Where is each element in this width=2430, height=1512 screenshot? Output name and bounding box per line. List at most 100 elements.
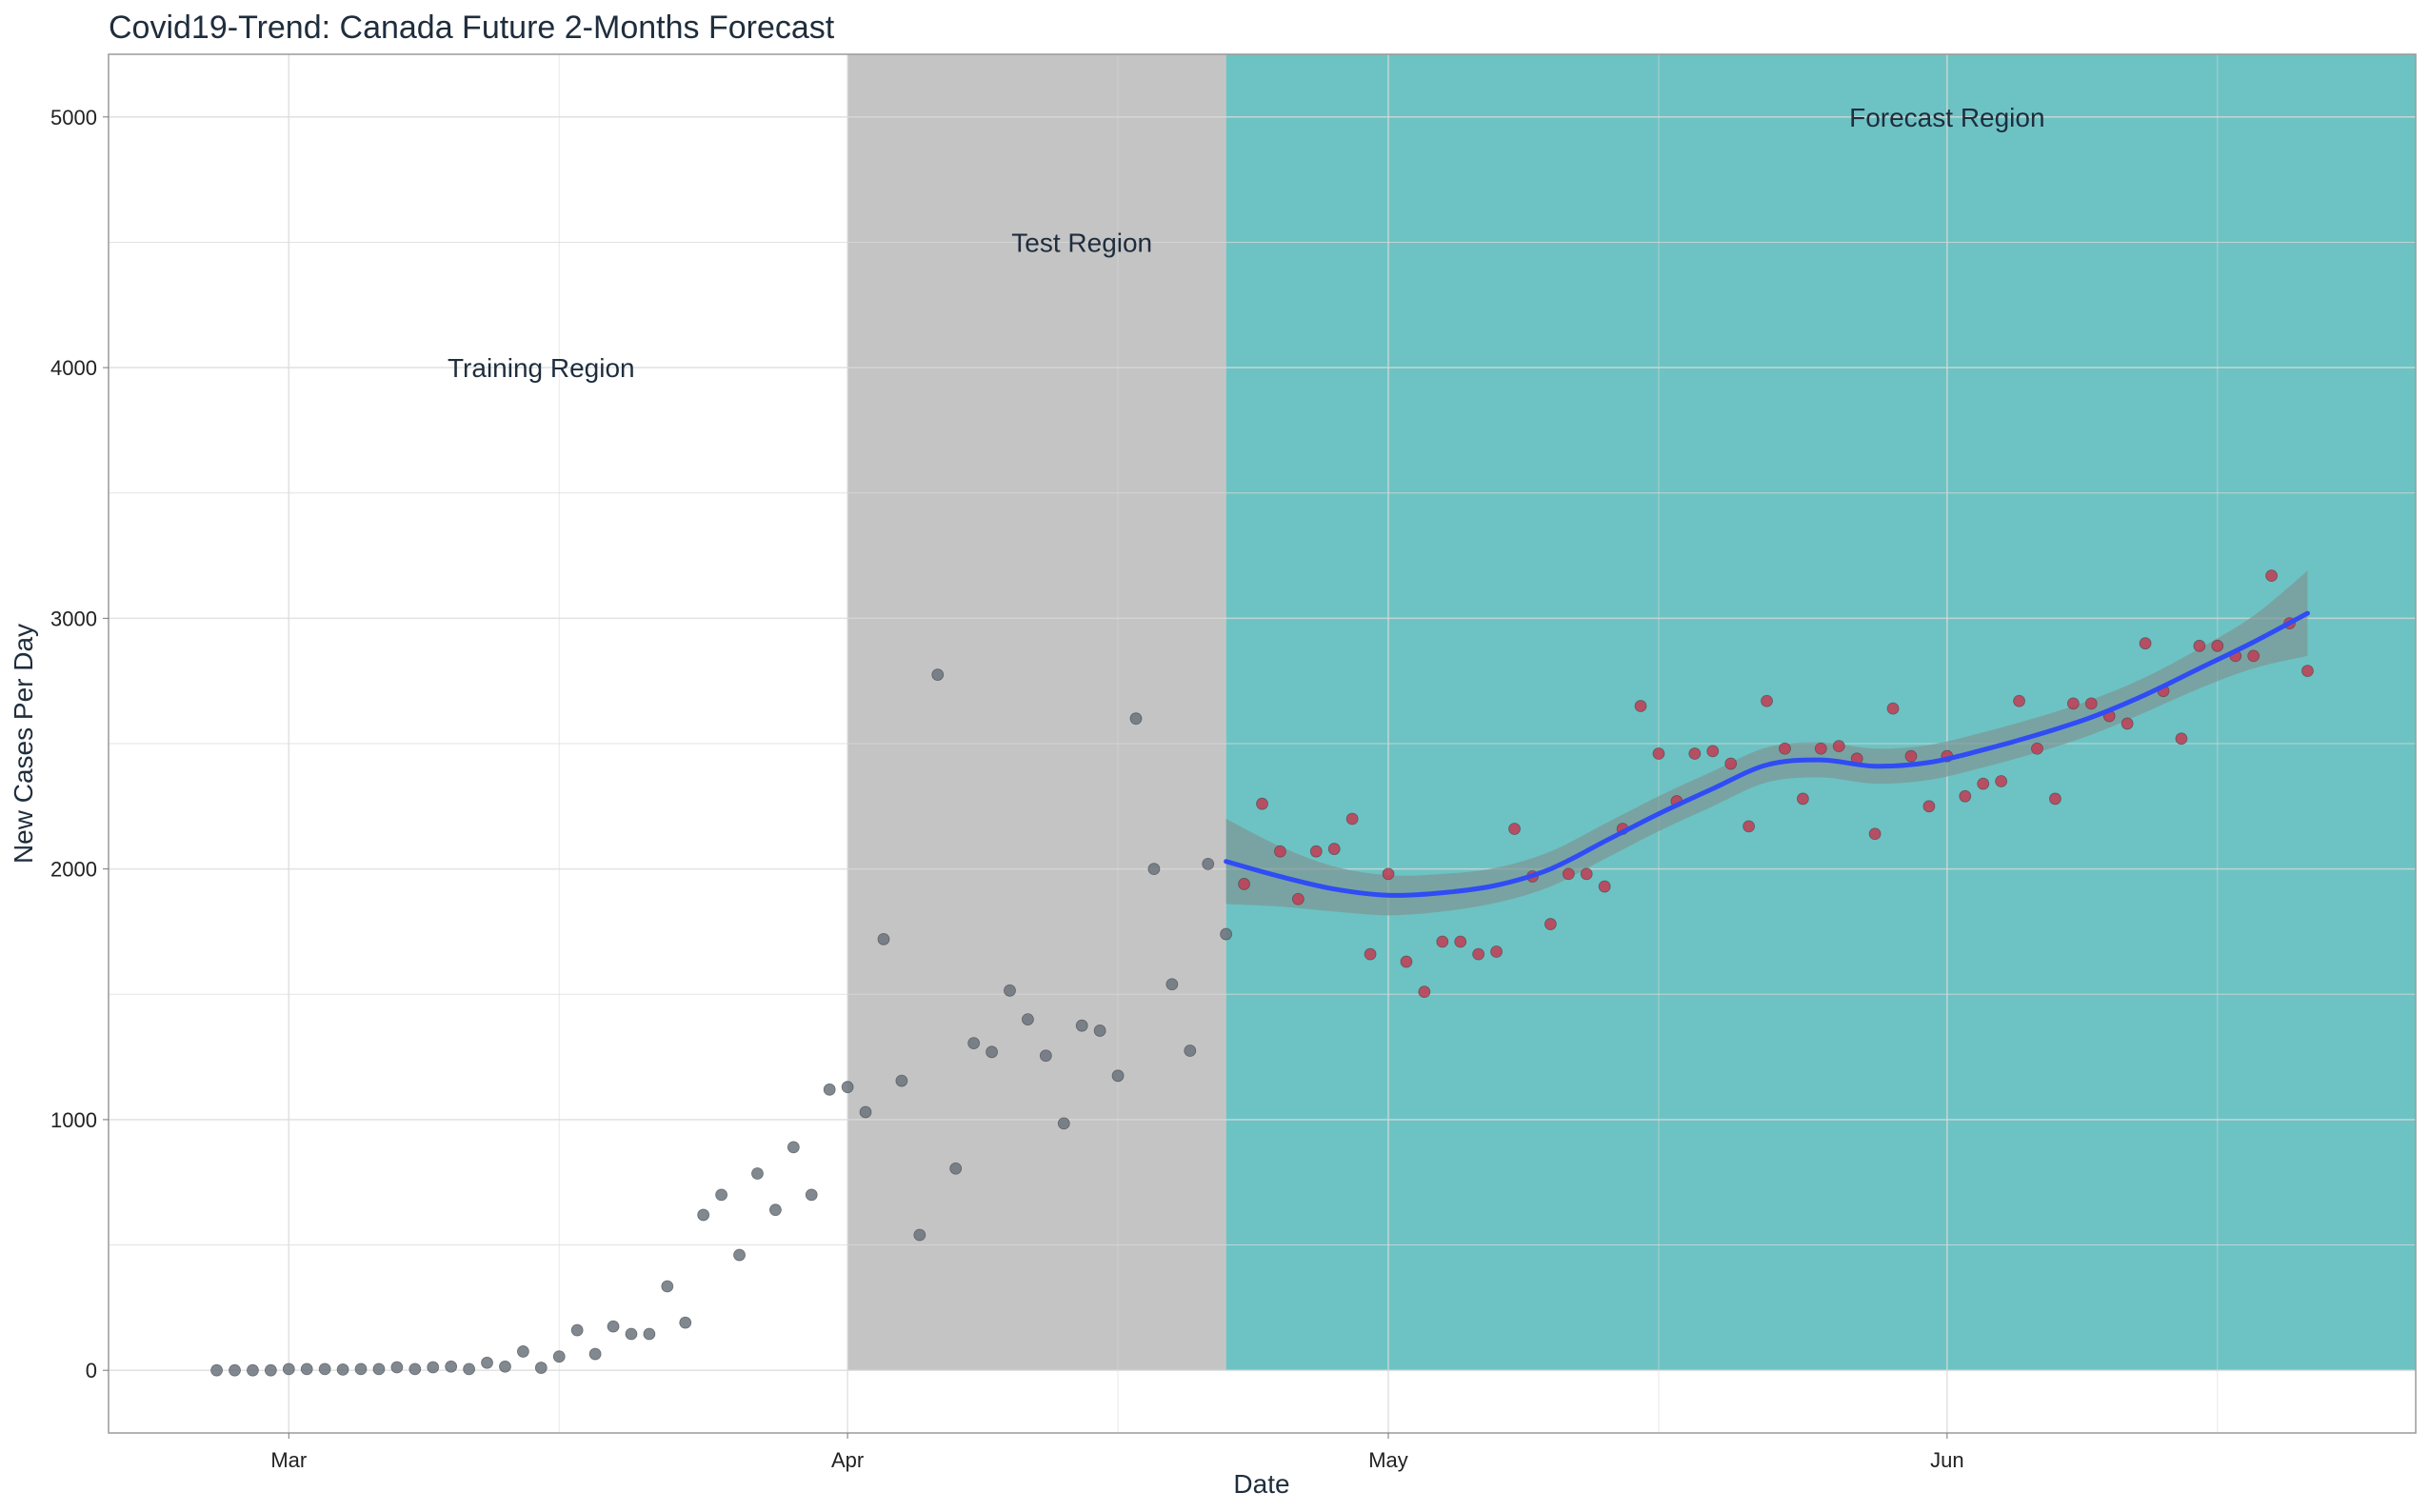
- forecast-point: [1868, 827, 1882, 841]
- observed-point: [823, 1083, 836, 1096]
- observed-point: [534, 1362, 548, 1374]
- observed-point: [408, 1363, 422, 1376]
- forecast-point: [2121, 717, 2134, 730]
- forecast-point: [1472, 947, 1485, 961]
- forecast-point: [1959, 789, 1972, 803]
- y-tick-label: 0: [86, 1359, 97, 1383]
- observed-point: [1184, 1044, 1197, 1057]
- observed-point: [607, 1320, 620, 1333]
- forecast-point: [1490, 945, 1503, 958]
- observed-point: [318, 1363, 331, 1376]
- observed-point: [1093, 1025, 1106, 1037]
- forecast-point: [1418, 985, 1431, 999]
- observed-point: [427, 1361, 440, 1374]
- chart-title: Covid19-Trend: Canada Future 2-Months Fo…: [109, 10, 835, 46]
- forecast-point: [1345, 812, 1359, 826]
- y-tick-label: 1000: [50, 1108, 97, 1132]
- forecast-point: [2139, 637, 2152, 650]
- observed-point: [463, 1363, 475, 1376]
- data-points: [210, 569, 2314, 1377]
- forecast-point: [1724, 757, 1738, 770]
- forecast-point: [1995, 775, 2008, 787]
- observed-point: [354, 1363, 368, 1376]
- observed-point: [282, 1363, 295, 1376]
- observed-point: [1004, 984, 1016, 997]
- observed-point: [372, 1363, 386, 1376]
- observed-point: [931, 668, 945, 681]
- observed-point: [445, 1360, 458, 1373]
- forecast-point: [1256, 797, 1268, 810]
- region-label-2: Forecast Region: [1849, 103, 2044, 132]
- forecast-point: [1796, 792, 1809, 806]
- observed-point: [967, 1037, 981, 1050]
- observed-point: [390, 1361, 404, 1374]
- y-tick-label: 5000: [50, 106, 97, 129]
- observed-point: [1111, 1069, 1125, 1083]
- x-tick-label: May: [1368, 1448, 1408, 1472]
- y-tick-label: 2000: [50, 858, 97, 882]
- forecast-point: [1580, 867, 1593, 881]
- observed-point: [715, 1188, 728, 1202]
- observed-point: [859, 1105, 872, 1119]
- forecast-point: [1904, 749, 1918, 763]
- region-label-1: Test Region: [1011, 228, 1152, 257]
- observed-point: [552, 1350, 566, 1363]
- observed-point: [1022, 1013, 1034, 1025]
- forecast-point: [2211, 639, 2224, 652]
- forecast-point: [1886, 702, 1900, 715]
- observed-point: [625, 1327, 638, 1341]
- observed-point: [229, 1363, 241, 1377]
- forecast-point: [2193, 639, 2206, 652]
- y-tick-label: 4000: [50, 356, 97, 380]
- observed-point: [643, 1327, 656, 1341]
- observed-point: [787, 1141, 800, 1154]
- forecast-point: [1634, 700, 1647, 712]
- observed-point: [499, 1360, 511, 1373]
- forecast-point: [1436, 935, 1449, 948]
- forecast-point: [1977, 777, 1990, 790]
- forecast-point: [1832, 740, 1845, 753]
- x-tick-label: Jun: [1930, 1448, 1963, 1472]
- forecast-point: [1688, 747, 1702, 760]
- observed-point: [300, 1363, 313, 1376]
- forecast-point: [1544, 918, 1557, 930]
- observed-point: [210, 1363, 223, 1377]
- observed-point: [1075, 1019, 1088, 1032]
- forecast-point: [1706, 745, 1720, 758]
- observed-point: [986, 1045, 998, 1059]
- forecast-point: [1562, 867, 1575, 881]
- forecast-point: [2049, 792, 2062, 806]
- forecast-point: [1364, 947, 1377, 961]
- forecast-point: [1382, 867, 1395, 881]
- observed-point: [733, 1248, 746, 1262]
- forecast-point: [1814, 742, 1827, 755]
- observed-point: [768, 1204, 782, 1217]
- plot-frame: [108, 53, 2417, 1434]
- x-tick-label: Apr: [831, 1448, 864, 1472]
- forecast-point: [1291, 892, 1305, 905]
- observed-point: [1147, 863, 1161, 876]
- forecast-point: [2175, 732, 2188, 746]
- y-axis-ticks: 0 1000 2000 3000 4000 5000: [50, 106, 109, 1383]
- forecast-point: [1598, 880, 1611, 893]
- observed-point: [877, 932, 890, 945]
- observed-point: [247, 1363, 259, 1377]
- trend-line-group: [1224, 610, 2310, 898]
- forecast-point: [2066, 697, 2080, 710]
- forecast-point: [1309, 845, 1323, 858]
- observed-point: [697, 1208, 710, 1222]
- forecast-point: [2301, 665, 2314, 678]
- observed-point: [336, 1363, 349, 1376]
- observed-point: [661, 1280, 674, 1293]
- observed-point: [588, 1347, 602, 1361]
- observed-point: [264, 1363, 277, 1377]
- forecast-point: [1779, 742, 1791, 755]
- forecast-point: [1238, 878, 1250, 890]
- region-labels: Training Region Test Region Forecast Regio…: [448, 103, 2045, 383]
- forecast-point: [2013, 694, 2025, 707]
- observed-point: [1202, 857, 1215, 870]
- forecast-point: [1652, 747, 1665, 760]
- y-tick-label: 3000: [50, 607, 97, 630]
- observed-point: [516, 1345, 529, 1358]
- observed-point: [1165, 978, 1179, 991]
